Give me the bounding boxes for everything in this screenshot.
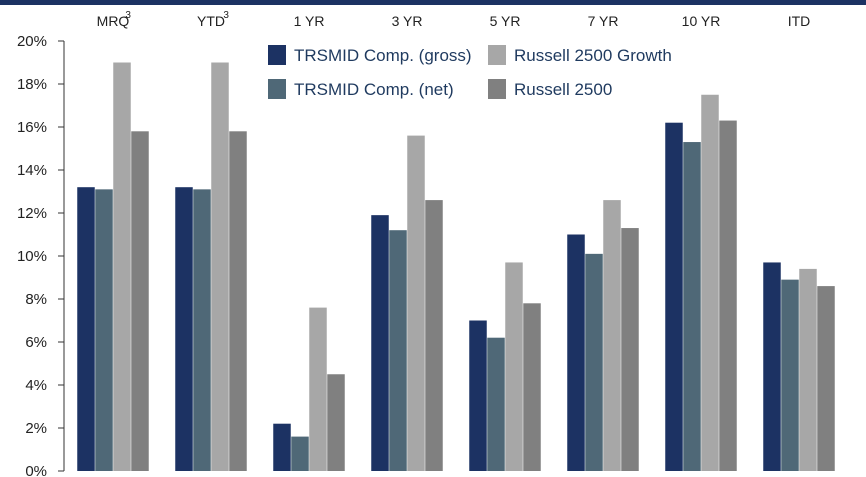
bar (665, 122, 683, 471)
bar (585, 253, 603, 471)
legend: TRSMID Comp. (gross) TRSMID Comp. (net) Ru… (268, 45, 672, 99)
category-label: 3 YR (392, 13, 423, 29)
bar (327, 374, 345, 471)
legend-swatch (488, 45, 506, 65)
bar (603, 200, 621, 471)
top-rule (0, 0, 866, 5)
bar (113, 62, 131, 471)
bar (683, 142, 701, 472)
bar (77, 187, 95, 471)
y-tick-label: 16% (17, 119, 47, 136)
y-tick-label: 18% (17, 76, 47, 93)
y-tick-label: 2% (25, 420, 47, 437)
bar (309, 307, 327, 471)
y-tick-label: 14% (17, 162, 47, 179)
category-label: 10 YR (682, 13, 721, 29)
bar (781, 279, 799, 471)
category-label: 7 YR (588, 13, 619, 29)
category-label: MRQ (97, 13, 130, 29)
bar (211, 62, 229, 471)
bar (131, 131, 149, 472)
category-footnote-marker: 3 (223, 10, 229, 21)
bar (371, 215, 389, 471)
legend-label: TRSMID Comp. (net) (294, 80, 454, 99)
bar (425, 200, 443, 471)
bar (389, 230, 407, 471)
legend-label: Russell 2500 (514, 80, 612, 99)
bar (621, 228, 639, 471)
bar (505, 262, 523, 471)
y-tick-label: 12% (17, 205, 47, 222)
bars (77, 62, 835, 472)
legend-swatch (488, 79, 506, 99)
y-axis: 0% 2% 4% 6% 8% 10% 12% 14% 16% 18% 20% (17, 33, 65, 477)
category-label: ITD (788, 13, 811, 29)
bar (701, 94, 719, 471)
bar (193, 189, 211, 471)
bar (799, 268, 817, 471)
bar (175, 187, 193, 471)
bar (407, 135, 425, 471)
category-label: 5 YR (490, 13, 521, 29)
y-tick-label: 20% (17, 33, 47, 50)
bar (567, 234, 585, 471)
y-tick-label: 10% (17, 248, 47, 265)
bar (817, 286, 835, 471)
legend-swatch (268, 45, 286, 65)
bar (719, 120, 737, 472)
bar (763, 262, 781, 471)
y-tick-label: 0% (25, 463, 47, 477)
bar (291, 436, 309, 471)
y-tick-label: 8% (25, 291, 47, 308)
legend-label: TRSMID Comp. (gross) (294, 46, 472, 65)
category-label: YTD (197, 13, 225, 29)
legend-swatch (268, 79, 286, 99)
bar (487, 337, 505, 471)
bar (95, 189, 113, 471)
bar (523, 303, 541, 471)
bar (273, 423, 291, 471)
category-footnote-marker: 3 (125, 10, 131, 21)
category-label: 1 YR (294, 13, 325, 29)
y-tick-label: 4% (25, 377, 47, 394)
y-tick-label: 6% (25, 334, 47, 351)
bar (469, 320, 487, 471)
legend-label: Russell 2500 Growth (514, 46, 672, 65)
bar (229, 131, 247, 472)
